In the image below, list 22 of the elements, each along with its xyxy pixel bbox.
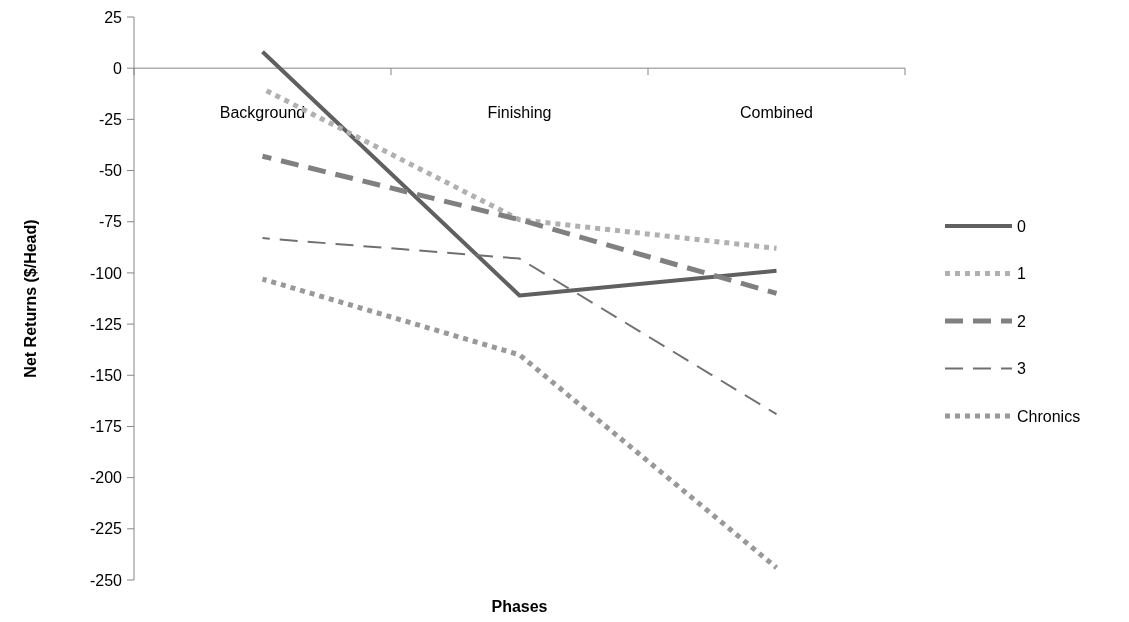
y-tick-label: -200 (89, 469, 123, 487)
x-tick-label: Background (219, 104, 306, 122)
y-tick-label: -25 (98, 110, 123, 128)
y-tick-label: -225 (89, 520, 123, 538)
y-axis-title: Net Returns ($/Head) (22, 219, 39, 378)
legend-label: 2 (1017, 312, 1026, 330)
y-tick-label: -150 (89, 366, 123, 384)
x-tick-label: Finishing (487, 104, 552, 122)
legend-label: Chronics (1017, 407, 1081, 425)
y-tick-label: -75 (98, 213, 123, 231)
legend-label: 3 (1017, 360, 1026, 378)
x-tick-label: Combined (740, 104, 813, 122)
legend-label: 1 (1017, 265, 1026, 283)
legend-label: 0 (1017, 217, 1026, 235)
y-tick-label: -100 (89, 264, 123, 282)
y-tick-label: -250 (89, 571, 123, 589)
y-tick-label: -175 (89, 418, 123, 436)
x-axis-title: Phases (491, 598, 548, 615)
y-tick-label: 0 (113, 59, 123, 77)
y-tick-label: 25 (104, 8, 123, 26)
y-tick-label: -125 (89, 315, 123, 333)
y-tick-label: -50 (98, 162, 123, 180)
